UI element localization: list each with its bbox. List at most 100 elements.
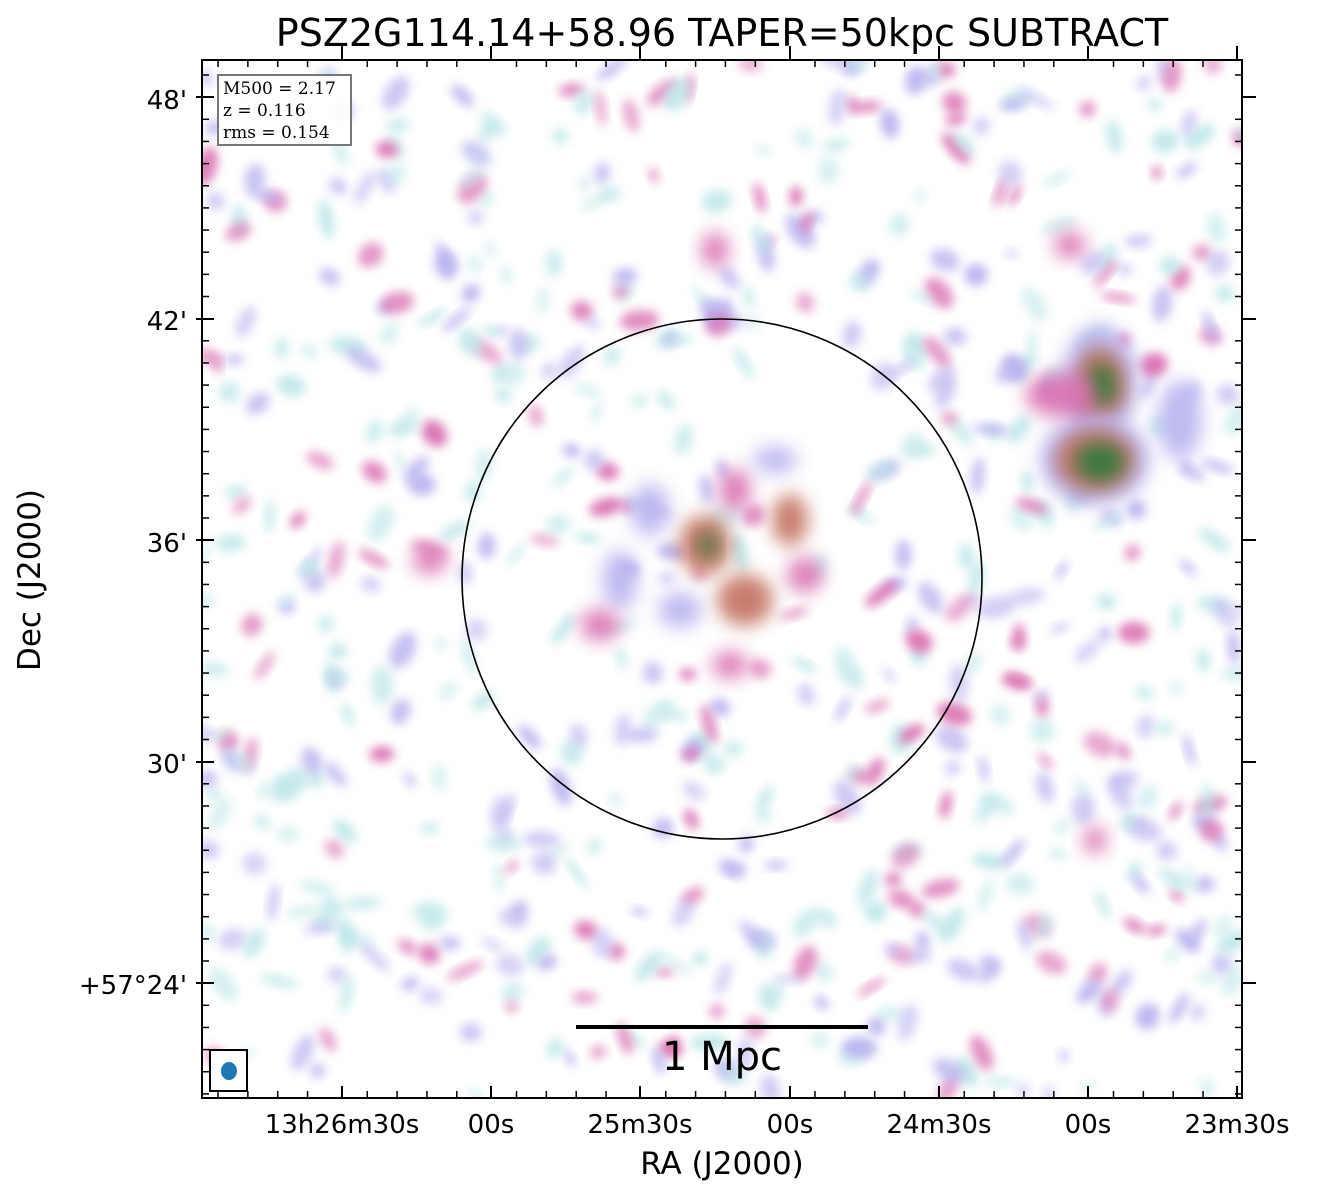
noise-blob	[586, 838, 603, 854]
noise-blob	[1096, 594, 1116, 610]
noise-blob	[298, 880, 336, 896]
noise-blob	[572, 383, 604, 398]
noise-blob	[232, 495, 252, 515]
noise-blob	[1202, 310, 1218, 344]
noise-blob	[699, 474, 714, 505]
noise-blob	[834, 647, 858, 685]
noise-blob	[326, 669, 350, 685]
m500-text: M500 = 2.17	[223, 79, 336, 99]
noise-blob	[1058, 1050, 1069, 1062]
noise-blob	[411, 901, 434, 920]
noise-blob	[458, 561, 473, 585]
noise-blob	[814, 995, 829, 1010]
noise-blob	[968, 559, 985, 595]
noise-blob	[943, 327, 967, 346]
noise-blob	[306, 451, 334, 470]
noise-blob	[754, 804, 772, 824]
noise-blob	[934, 375, 957, 409]
noise-blob	[434, 638, 447, 650]
r500-circle	[461, 318, 983, 840]
noise-blob	[571, 991, 598, 1004]
noise-blob	[1017, 920, 1032, 950]
noise-blob	[1151, 129, 1179, 153]
noise-blob	[969, 1035, 994, 1071]
noise-blob	[818, 60, 857, 70]
noise-blob	[833, 780, 862, 815]
noise-blob	[923, 335, 951, 368]
noise-blob	[936, 701, 972, 726]
noise-blob	[1049, 848, 1068, 860]
x-tick-label: 25m30s	[587, 1110, 693, 1140]
noise-blob	[291, 1034, 315, 1071]
noise-blob	[460, 638, 478, 676]
noise-blob	[339, 977, 355, 1013]
noise-blob	[1076, 979, 1102, 1004]
noise-blob	[1117, 263, 1133, 276]
noise-blob	[1032, 690, 1049, 702]
noise-blob	[505, 860, 519, 874]
noise-blob	[301, 747, 322, 775]
noise-blob	[746, 504, 766, 527]
noise-blob	[1080, 251, 1106, 276]
noise-blob	[864, 900, 887, 923]
noise-blob	[817, 156, 839, 184]
noise-blob	[692, 952, 709, 966]
x-axis-label: RA (J2000)	[640, 1146, 804, 1182]
noise-blob	[866, 459, 897, 483]
noise-blob	[816, 961, 833, 983]
noise-blob	[202, 724, 213, 743]
noise-blob	[1137, 785, 1158, 811]
noise-blob	[537, 954, 557, 971]
noise-blob	[1019, 88, 1055, 110]
noise-blob	[945, 593, 976, 623]
emission-blob	[1075, 442, 1125, 482]
noise-field	[202, 60, 1242, 1098]
noise-blob	[1169, 888, 1184, 902]
beam-ellipse	[221, 1062, 237, 1080]
emission-blob	[753, 446, 797, 474]
noise-blob	[458, 328, 482, 356]
noise-blob	[945, 760, 961, 776]
noise-blob	[909, 290, 934, 304]
noise-blob	[1015, 497, 1049, 514]
noise-blob	[689, 1034, 730, 1051]
noise-blob	[904, 331, 921, 353]
noise-blob	[642, 661, 664, 685]
noise-blob	[939, 791, 952, 819]
noise-blob	[867, 1017, 886, 1036]
emission-blob	[772, 494, 808, 546]
noise-blob	[927, 62, 943, 79]
noise-blob	[276, 826, 300, 842]
noise-blob	[1175, 928, 1200, 953]
noise-blob	[506, 543, 526, 566]
noise-blob	[709, 1003, 725, 1019]
noise-blob	[508, 328, 528, 361]
noise-blob	[1029, 718, 1055, 743]
noise-blob	[1217, 929, 1242, 955]
noise-blob	[1206, 250, 1230, 276]
noise-blob	[1152, 285, 1173, 323]
noise-blob	[341, 929, 377, 948]
noise-blob	[1100, 292, 1136, 303]
noise-blob	[490, 795, 508, 831]
noise-blob	[397, 939, 418, 955]
noise-blob	[401, 976, 419, 991]
noise-blob	[764, 860, 789, 870]
noise-blob	[285, 905, 320, 919]
noise-blob	[942, 91, 967, 115]
x-tick-label: 00s	[1064, 1110, 1112, 1140]
noise-blob	[864, 699, 890, 714]
plot-frame	[201, 59, 1243, 1099]
axis-ticks	[196, 46, 1256, 1098]
noise-blob	[1212, 598, 1238, 628]
noise-blob	[1179, 459, 1192, 474]
noise-blob	[346, 347, 382, 373]
noise-blob	[518, 724, 542, 750]
noise-blob	[891, 843, 920, 869]
noise-blob	[202, 593, 213, 608]
noise-blob	[342, 897, 383, 910]
emission-blob	[580, 609, 620, 641]
noise-blob	[596, 60, 627, 81]
emission-blob	[1083, 826, 1107, 854]
noise-blob	[1021, 469, 1033, 494]
